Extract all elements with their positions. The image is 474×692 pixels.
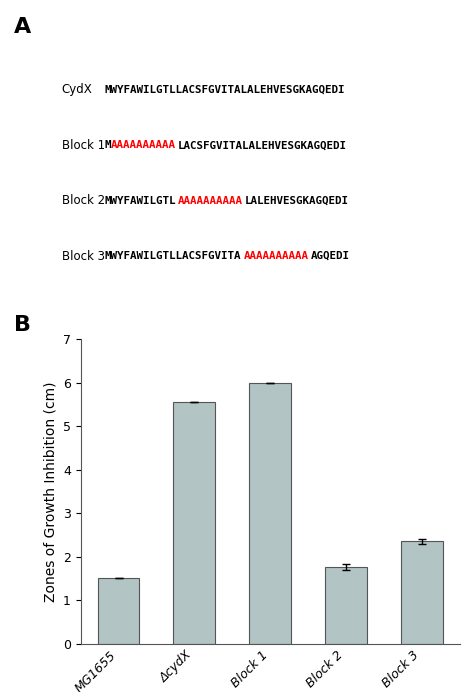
Bar	[98, 579, 139, 644]
Bar	[325, 567, 367, 644]
Text: AGQEDI: AGQEDI	[311, 251, 350, 261]
Text: CydX: CydX	[62, 84, 92, 96]
Text: A: A	[14, 17, 31, 37]
Text: B: B	[14, 315, 31, 335]
Text: AAAAAAAAAA: AAAAAAAAAA	[178, 196, 243, 206]
Text: Block 3: Block 3	[62, 250, 105, 262]
Text: M: M	[104, 140, 111, 150]
Bar	[173, 402, 215, 644]
Bar	[401, 541, 443, 644]
Text: LALEHVESGKAGQEDI: LALEHVESGKAGQEDI	[244, 196, 348, 206]
Text: Block 2: Block 2	[62, 194, 105, 207]
Text: AAAAAAAAAA: AAAAAAAAAA	[244, 251, 309, 261]
Text: MWYFAWILGTL: MWYFAWILGTL	[104, 196, 176, 206]
Text: AAAAAAAAAA: AAAAAAAAAA	[111, 140, 176, 150]
Bar	[249, 383, 291, 644]
Y-axis label: Zones of Growth Inhibition (cm): Zones of Growth Inhibition (cm)	[43, 381, 57, 601]
Text: MWYFAWILGTLLACSFGVITA: MWYFAWILGTLLACSFGVITA	[104, 251, 241, 261]
Text: LACSFGVITALALEHVESGKAGQEDI: LACSFGVITALALEHVESGKAGQEDI	[178, 140, 346, 150]
Text: MWYFAWILGTLLACSFGVITALALEHVESGKAGQEDI: MWYFAWILGTLLACSFGVITALALEHVESGKAGQEDI	[104, 85, 345, 95]
Text: Block 1: Block 1	[62, 139, 105, 152]
